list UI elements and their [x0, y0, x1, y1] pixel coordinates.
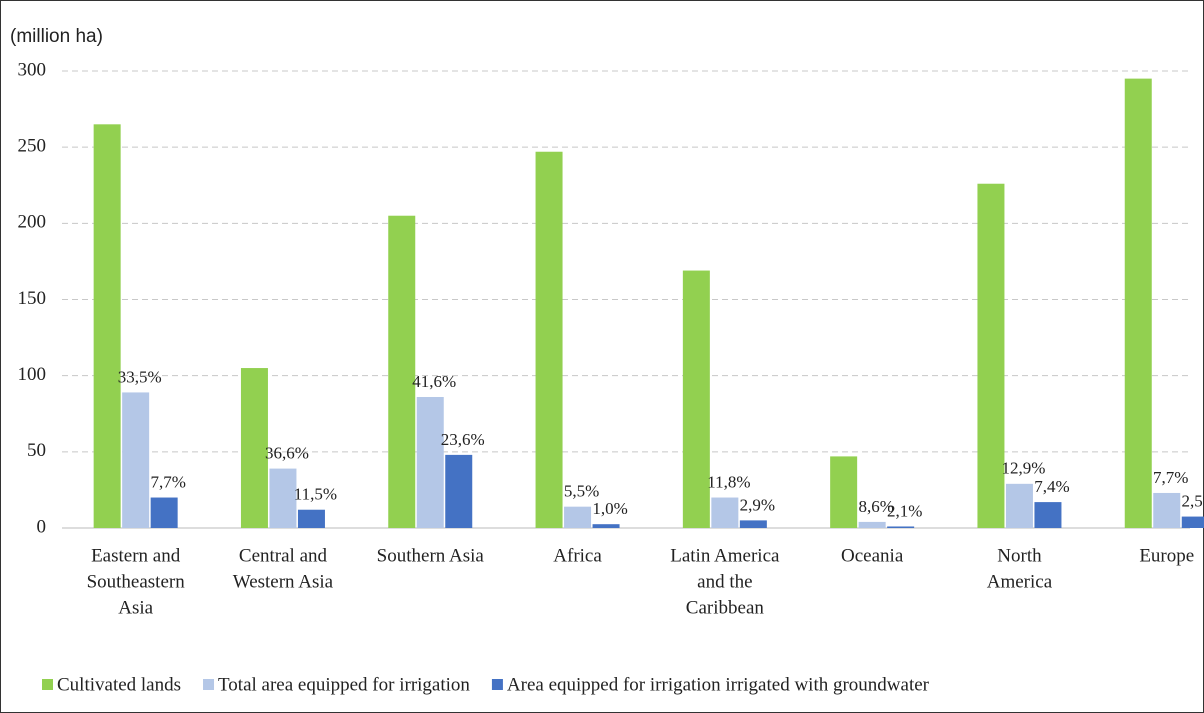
- x-tick-label: Western Asia: [233, 571, 334, 592]
- data-label: 41,6%: [412, 372, 456, 391]
- bar: [445, 454, 473, 528]
- data-label: 33,5%: [118, 367, 162, 386]
- bar: [416, 396, 444, 528]
- x-tick-label: Oceania: [841, 545, 904, 566]
- bar: [1005, 483, 1033, 528]
- data-label: 2,1%: [887, 501, 922, 520]
- legend-label: Cultivated lands: [57, 674, 181, 695]
- data-label: 23,6%: [441, 430, 485, 449]
- bar: [297, 509, 325, 528]
- bar: [711, 497, 739, 528]
- bar: [858, 521, 886, 528]
- x-tick-label: Caribbean: [686, 597, 765, 618]
- bar: [564, 506, 592, 528]
- y-tick-label: 300: [18, 59, 47, 80]
- x-tick-label: Southern Asia: [377, 545, 485, 566]
- legend-swatch: [203, 679, 215, 690]
- x-tick-label: Latin America: [670, 545, 780, 566]
- bar: [269, 468, 297, 528]
- bar: [1034, 502, 1062, 528]
- bar: [150, 497, 178, 528]
- y-tick-label: 200: [18, 212, 47, 233]
- x-tick-label: Central and: [239, 545, 328, 566]
- bar: [1124, 78, 1152, 528]
- x-tick-label: and the: [697, 571, 752, 592]
- x-tick-label: North: [997, 545, 1042, 566]
- data-label: 7,4%: [1034, 477, 1069, 496]
- legend-label: Total area equipped for irrigation: [218, 674, 470, 695]
- bar: [535, 151, 563, 528]
- bar: [388, 215, 416, 528]
- legend-label: Area equipped for irrigation irrigated w…: [507, 674, 930, 695]
- x-tick-label: America: [987, 571, 1053, 592]
- legend-swatch: [42, 679, 53, 690]
- x-tick-label: Europe: [1139, 545, 1194, 566]
- data-label: 11,5%: [294, 485, 337, 504]
- x-tick-label: Southeastern: [87, 571, 186, 592]
- y-tick-label: 100: [18, 364, 47, 385]
- data-label: 7,7%: [1153, 468, 1188, 487]
- bar: [682, 270, 710, 528]
- data-label: 8,6%: [858, 497, 893, 516]
- data-label: 1,0%: [592, 499, 627, 518]
- bar: [240, 368, 268, 528]
- bar: [830, 456, 858, 528]
- y-tick-label: 150: [18, 288, 47, 309]
- y-tick-label: 0: [37, 516, 47, 537]
- x-tick-label: Africa: [553, 545, 602, 566]
- data-label: 36,6%: [265, 443, 309, 462]
- bar: [977, 183, 1005, 528]
- bar: [739, 520, 767, 528]
- data-label: 2,9%: [740, 495, 775, 514]
- data-label: 2,5%: [1182, 491, 1204, 510]
- data-label: 12,9%: [1001, 459, 1045, 478]
- data-label: 11,8%: [707, 472, 750, 491]
- y-axis-label: (million ha): [10, 26, 103, 47]
- y-tick-label: 50: [27, 440, 46, 461]
- x-tick-label: Eastern and: [91, 545, 181, 566]
- legend-swatch: [491, 679, 503, 690]
- bar: [122, 392, 150, 528]
- y-tick-label: 250: [18, 136, 47, 157]
- data-label: 7,7%: [150, 472, 185, 491]
- bar: [1181, 516, 1204, 528]
- bar: [93, 124, 121, 529]
- data-label: 5,5%: [564, 482, 599, 501]
- x-tick-label: Asia: [118, 597, 153, 618]
- bar: [592, 524, 620, 528]
- bar: [1153, 492, 1181, 528]
- bar: [887, 526, 915, 528]
